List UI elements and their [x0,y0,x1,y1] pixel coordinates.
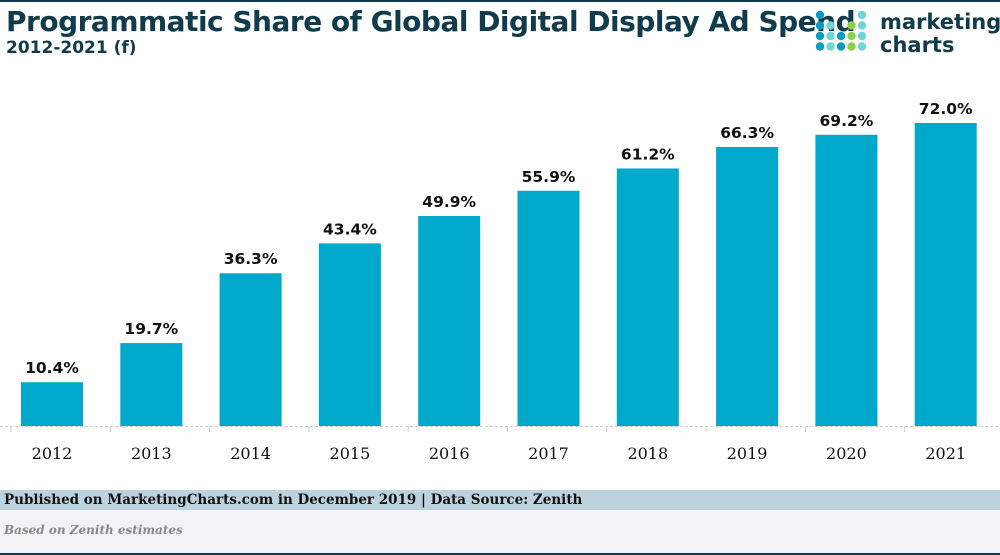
logo-dot [847,31,856,41]
bar-chart: 10.4% 2012 19.7% 2013 36.3% 2014 43.4% 2015 49.9… [0,100,1000,463]
logo-dot [857,42,867,51]
bar-2017 [517,190,580,426]
bar-2015 [318,243,381,426]
bar-2013 [120,343,183,426]
data-label: 49.9% [422,193,476,211]
marketingcharts-logo-icon [815,10,867,51]
logo-text: marketing charts [880,11,1000,57]
logo-dot [857,21,867,30]
logo-line2: charts [880,33,955,57]
logo-dot [847,21,856,30]
x-tick-label: 2012 [32,444,73,463]
chart-subtitle: 2012-2021 (f) [6,38,137,58]
x-tick-label: 2013 [131,444,172,463]
bar-2020 [815,134,878,427]
logo-dot [836,31,846,41]
bar-2021 [914,123,977,426]
x-tick-label: 2017 [528,444,569,463]
bar-2014 [219,273,282,426]
data-label: 55.9% [522,168,576,186]
x-tick-label: 2019 [727,444,768,463]
bar-2016 [418,216,481,426]
x-tick-label: 2020 [826,444,867,463]
logo-dot [847,42,856,51]
data-label: 61.2% [621,145,675,163]
top-border [0,0,1000,2]
bottom-border [0,553,1000,555]
logo-dot [815,10,825,20]
x-tick-label: 2015 [330,444,371,463]
data-label: 19.7% [124,320,178,338]
data-label: 72.0% [919,100,973,118]
bar-2019 [716,146,779,427]
bar-2012 [21,382,83,426]
logo-dot [857,31,867,41]
logo-dot [826,21,835,30]
x-tick-label: 2016 [429,444,470,463]
x-tick-label: 2014 [230,444,271,463]
logo-dot [857,10,867,20]
bar-2018 [616,168,679,426]
data-label: 66.3% [720,124,774,142]
footnote: Based on Zenith estimates [0,510,1000,553]
data-label: 43.4% [323,220,377,238]
logo-line1: marketing [880,10,1000,34]
logo-dot [836,42,846,51]
published-source: Published on MarketingCharts.com in Dece… [0,490,1000,510]
logo-dot [826,31,835,41]
data-label: 36.3% [224,250,278,268]
x-tick-label: 2021 [925,444,966,463]
logo-dot [815,42,825,51]
logo-dot [815,21,825,30]
data-label: 69.2% [820,112,874,130]
logo-dot [826,42,835,51]
data-label: 10.4% [25,359,79,377]
chart-title: Programmatic Share of Global Digital Dis… [6,5,856,38]
x-tick-label: 2018 [627,444,668,463]
logo-dot [815,31,825,41]
